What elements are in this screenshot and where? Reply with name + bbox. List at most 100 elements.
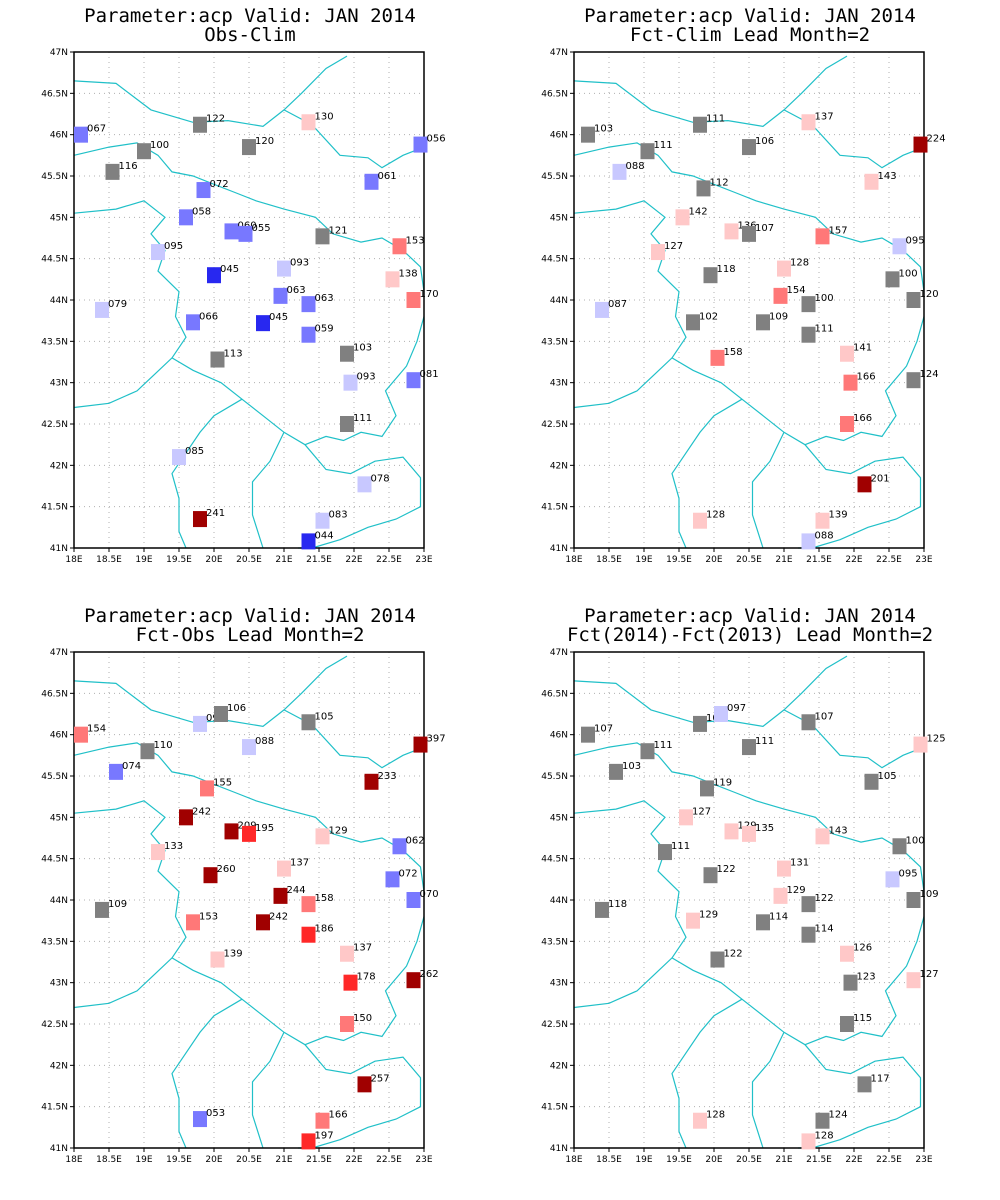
lat-tick-label: 44N — [550, 296, 568, 306]
station-marker — [179, 809, 193, 826]
station-value-label: 166 — [329, 1110, 348, 1121]
stations: 0671221300561001201160720610580600551211… — [74, 111, 446, 550]
station-value-label: 067 — [87, 124, 106, 135]
station-value-label: 074 — [122, 761, 141, 772]
lat-tick-label: 44N — [50, 296, 68, 306]
station-marker — [693, 512, 707, 529]
border-line — [751, 1032, 785, 1149]
grid-lines — [574, 52, 924, 548]
station-value-label: 142 — [689, 206, 708, 217]
station-marker — [843, 374, 858, 391]
station-value-label: 224 — [927, 134, 946, 145]
lat-tick-label: 46.5N — [541, 89, 568, 99]
station-marker — [210, 351, 225, 368]
station-value-label: 241 — [206, 508, 225, 519]
station-marker — [193, 715, 207, 732]
coastline-borders — [573, 55, 925, 549]
station-value-label: 133 — [164, 841, 183, 852]
border-line — [573, 800, 687, 1009]
lon-tick-label: 21.5E — [806, 1155, 832, 1165]
lat-tick-label: 42N — [50, 1061, 68, 1071]
station-marker — [724, 823, 739, 840]
station-marker — [892, 838, 907, 855]
station-value-label: 139 — [224, 949, 243, 960]
lon-tick-label: 23E — [915, 1155, 932, 1165]
station-value-label: 124 — [920, 369, 939, 380]
station-value-label: 105 — [315, 711, 334, 722]
station-marker — [238, 225, 253, 242]
station-value-label: 143 — [878, 171, 897, 182]
station-value-label: 111 — [706, 114, 725, 125]
lon-tick-label: 20E — [705, 1155, 722, 1165]
station-value-label: 114 — [769, 911, 788, 922]
lat-tick-label: 41.5N — [541, 503, 568, 513]
lon-tick-label: 20E — [205, 555, 222, 565]
lon-tick-label: 22.5E — [376, 1155, 402, 1165]
station-value-label: 127 — [664, 241, 683, 252]
station-value-label: 103 — [622, 761, 641, 772]
station-marker — [315, 1112, 330, 1129]
station-value-label: 137 — [290, 858, 309, 869]
station-marker — [703, 867, 718, 884]
station-marker — [343, 974, 358, 991]
station-value-label: 087 — [608, 299, 627, 310]
border-line — [671, 998, 743, 1149]
station-marker — [186, 314, 200, 331]
station-marker — [186, 914, 200, 931]
station-marker — [340, 345, 354, 362]
station-marker — [581, 126, 595, 143]
lon-tick-label: 20E — [205, 1155, 222, 1165]
station-value-label: 111 — [654, 740, 673, 751]
station-value-label: 111 — [353, 413, 372, 424]
station-marker — [109, 763, 123, 780]
station-value-label: 088 — [626, 161, 645, 172]
station-value-label: 244 — [287, 885, 306, 896]
lat-tick-label: 45N — [50, 813, 68, 823]
station-value-label: 170 — [420, 289, 439, 300]
border-line — [671, 916, 925, 1046]
lon-tick-label: 20E — [705, 555, 722, 565]
border-line — [73, 200, 187, 409]
station-marker — [906, 292, 921, 308]
station-value-label: 062 — [406, 835, 425, 846]
station-value-label: 201 — [871, 473, 890, 484]
lat-tick-label: 44N — [550, 896, 568, 906]
station-marker — [193, 511, 207, 528]
station-value-label: 117 — [871, 1073, 890, 1084]
lat-tick-label: 44.5N — [541, 855, 568, 865]
station-value-label: 109 — [769, 311, 788, 322]
lon-tick-label: 20.5E — [236, 555, 262, 565]
stations: 1031111372241111060881121431421361071570… — [581, 111, 946, 550]
station-marker — [172, 449, 186, 466]
lat-tick-label: 46N — [550, 131, 568, 141]
station-value-label: 045 — [220, 264, 239, 275]
border-line — [751, 432, 785, 549]
lat-tick-label: 41.5N — [41, 503, 68, 513]
station-marker — [864, 773, 879, 790]
lat-tick-label: 43.5N — [41, 337, 68, 347]
station-marker — [595, 901, 609, 918]
lat-tick-label: 41N — [50, 1144, 68, 1154]
station-value-label: 110 — [154, 740, 173, 751]
station-marker — [315, 228, 330, 245]
station-marker — [406, 892, 421, 908]
axis-ticks: 47N 46.5N 46N 45.5N 45N 44.5N 44N 43.5N 43N 42.5N… — [541, 648, 933, 1165]
station-value-label: 078 — [371, 473, 390, 484]
station-marker — [742, 225, 756, 242]
station-value-label: 100 — [906, 835, 925, 846]
station-marker — [857, 1076, 872, 1093]
station-marker — [343, 374, 358, 391]
station-marker — [406, 292, 421, 308]
station-value-label: 107 — [594, 724, 613, 735]
station-value-label: 095 — [899, 868, 918, 879]
station-value-label: 397 — [427, 734, 446, 745]
station-marker — [413, 136, 428, 153]
lon-tick-label: 21.5E — [306, 555, 332, 565]
grid-lines — [74, 52, 424, 548]
station-marker — [277, 860, 291, 877]
lat-tick-label: 45.5N — [541, 172, 568, 182]
station-marker — [277, 260, 291, 277]
station-value-label: 129 — [329, 825, 348, 836]
lat-tick-label: 45.5N — [41, 172, 68, 182]
station-value-label: 114 — [815, 924, 834, 935]
